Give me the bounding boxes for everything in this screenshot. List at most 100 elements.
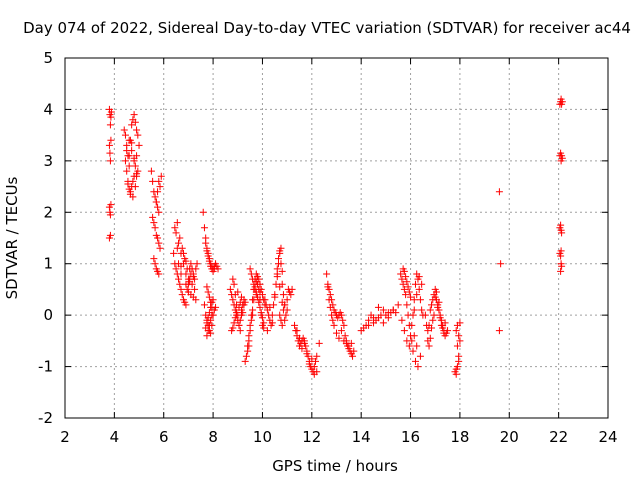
data-point <box>133 126 141 134</box>
data-point <box>558 154 566 162</box>
x-tick-label: 8 <box>208 428 218 446</box>
data-point <box>365 321 373 329</box>
data-point <box>121 157 129 165</box>
data-point <box>128 147 136 155</box>
data-point <box>125 152 133 160</box>
data-point <box>208 311 216 319</box>
data-point <box>384 309 392 317</box>
data-point <box>133 172 141 180</box>
data-point <box>456 337 464 345</box>
data-point <box>272 280 280 288</box>
data-point <box>324 283 332 291</box>
data-point <box>155 208 163 216</box>
data-point <box>268 311 276 319</box>
data-point <box>313 368 321 376</box>
x-tick-label: 22 <box>549 428 568 446</box>
data-point <box>125 136 133 144</box>
data-point <box>432 288 440 296</box>
data-point <box>398 316 406 324</box>
data-point <box>411 280 419 288</box>
y-tick-label: 5 <box>43 49 53 67</box>
data-point <box>558 229 566 237</box>
y-tick-label: -1 <box>38 358 53 376</box>
data-point <box>495 188 503 196</box>
data-point <box>429 316 437 324</box>
data-point <box>276 283 284 291</box>
data-point <box>207 298 215 306</box>
data-point <box>325 296 333 304</box>
data-point <box>106 121 114 129</box>
data-point <box>303 350 311 358</box>
data-point <box>436 314 444 322</box>
data-point <box>440 329 448 337</box>
data-point <box>278 267 286 275</box>
data-point <box>455 357 463 365</box>
data-point <box>205 257 213 265</box>
data-point <box>229 324 237 332</box>
data-point <box>151 224 159 232</box>
data-point <box>236 298 244 306</box>
data-point <box>251 283 259 291</box>
data-point <box>315 339 323 347</box>
data-point <box>403 301 411 309</box>
data-point <box>155 239 163 247</box>
data-point <box>330 321 338 329</box>
x-tick-label: 2 <box>60 428 70 446</box>
data-point <box>305 360 313 368</box>
data-point <box>106 149 114 157</box>
data-point <box>154 234 162 242</box>
data-point <box>106 231 114 239</box>
data-point <box>428 301 436 309</box>
data-point <box>312 357 320 365</box>
data-point <box>210 265 218 273</box>
data-point <box>154 188 162 196</box>
data-point <box>281 301 289 309</box>
data-point <box>266 303 274 311</box>
data-point <box>261 296 269 304</box>
data-point <box>413 291 421 299</box>
data-point <box>242 352 250 360</box>
data-point <box>178 291 186 299</box>
data-point <box>234 288 242 296</box>
data-point <box>182 301 190 309</box>
data-point <box>326 303 334 311</box>
data-point <box>226 285 234 293</box>
data-point <box>329 316 337 324</box>
data-point <box>276 311 284 319</box>
data-point <box>340 321 348 329</box>
data-point <box>497 260 505 268</box>
data-point <box>241 357 249 365</box>
data-point <box>157 172 165 180</box>
data-point <box>291 321 299 329</box>
data-point <box>150 219 158 227</box>
data-point <box>205 321 213 329</box>
data-point <box>236 316 244 324</box>
data-point <box>156 244 164 252</box>
data-point <box>124 180 132 188</box>
data-point <box>230 319 238 327</box>
data-point <box>203 332 211 340</box>
data-point <box>156 183 164 191</box>
data-point <box>407 293 415 301</box>
data-point <box>239 309 247 317</box>
data-point <box>333 329 340 337</box>
data-point <box>283 296 291 304</box>
data-point <box>204 252 212 260</box>
data-point <box>308 355 316 363</box>
data-point <box>400 267 408 275</box>
data-point <box>337 327 345 335</box>
data-point <box>415 285 423 293</box>
data-point <box>183 265 191 273</box>
data-point <box>120 126 128 134</box>
data-point <box>172 265 180 273</box>
data-point <box>444 327 452 335</box>
y-tick-label: -2 <box>38 409 53 427</box>
data-point <box>231 314 239 322</box>
x-tick-label: 4 <box>110 428 120 446</box>
data-point <box>230 280 238 288</box>
data-point <box>271 293 279 301</box>
x-tick-label: 16 <box>401 428 420 446</box>
data-point <box>402 291 410 299</box>
data-point <box>235 303 243 311</box>
